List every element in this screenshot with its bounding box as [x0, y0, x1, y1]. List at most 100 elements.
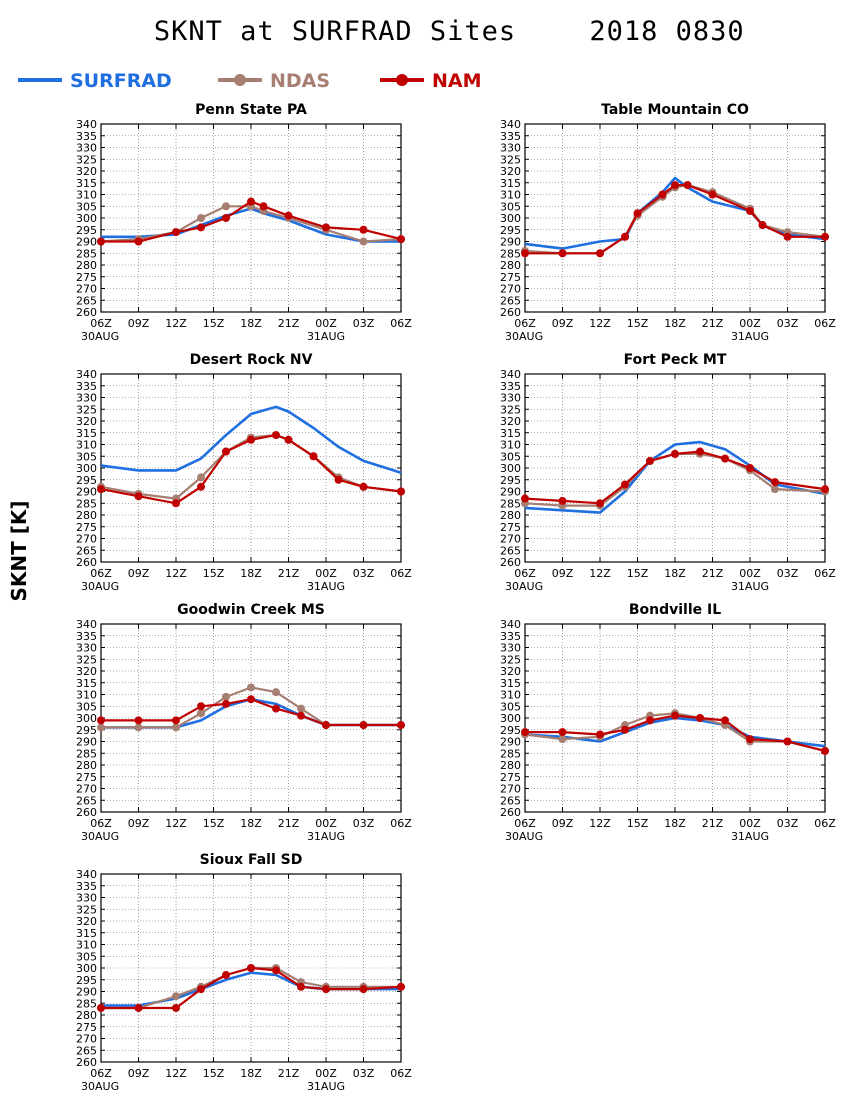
- y-tick-label: 265: [76, 294, 97, 307]
- data-point-nam: [259, 202, 268, 211]
- x-tick-label: 06Z: [390, 817, 412, 830]
- data-point-ndas: [97, 723, 105, 732]
- data-point-nam: [222, 447, 230, 456]
- x-tick-label: 12Z: [165, 567, 187, 580]
- y-tick-label: 280: [76, 259, 97, 272]
- x-date-label: 31AUG: [731, 580, 769, 593]
- data-point-nam: [596, 499, 604, 508]
- y-tick-label: 315: [500, 677, 521, 690]
- y-tick-label: 315: [500, 177, 521, 190]
- y-tick-label: 275: [76, 271, 97, 284]
- panel-2: Desert Rock NV26026527027528028529029530…: [76, 352, 412, 593]
- x-tick-label: 03Z: [777, 817, 799, 830]
- y-tick-label: 310: [76, 189, 97, 202]
- x-tick-label: 09Z: [552, 567, 574, 580]
- y-tick-label: 260: [500, 556, 521, 569]
- y-tick-label: 300: [76, 462, 97, 475]
- data-point-nam: [696, 447, 704, 456]
- x-tick-label: 06Z: [814, 567, 836, 580]
- data-point-nam: [247, 197, 255, 206]
- y-tick-label: 320: [500, 165, 521, 178]
- y-tick-label: 280: [76, 759, 97, 772]
- x-tick-label: 06Z: [390, 1067, 412, 1080]
- x-tick-label: 15Z: [203, 817, 225, 830]
- x-tick-label: 03Z: [353, 317, 375, 330]
- y-tick-label: 280: [500, 509, 521, 522]
- x-tick-label: 18Z: [240, 817, 262, 830]
- y-tick-label: 340: [500, 368, 521, 381]
- x-tick-label: 03Z: [777, 567, 799, 580]
- x-tick-label: 15Z: [627, 567, 649, 580]
- x-tick-label: 12Z: [165, 817, 187, 830]
- y-tick-label: 290: [76, 736, 97, 749]
- data-point-nam: [134, 716, 143, 725]
- data-point-nam: [558, 496, 567, 505]
- data-point-nam: [297, 982, 305, 991]
- y-tick-label: 295: [76, 974, 97, 987]
- data-point-nam: [359, 225, 368, 234]
- y-tick-label: 325: [76, 403, 97, 416]
- x-tick-label: 03Z: [353, 567, 375, 580]
- data-point-nam: [621, 480, 629, 489]
- x-tick-label: 18Z: [240, 1067, 262, 1080]
- y-tick-label: 270: [500, 533, 521, 546]
- legend: SURFRAD NDAS NAM: [18, 70, 482, 92]
- x-tick-label: 03Z: [353, 1067, 375, 1080]
- y-tick-label: 295: [76, 224, 97, 237]
- data-point-nam: [821, 232, 829, 241]
- y-tick-label: 270: [76, 533, 97, 546]
- x-tick-label: 00Z: [315, 817, 337, 830]
- x-tick-label: 03Z: [777, 317, 799, 330]
- data-point-nam: [134, 492, 143, 501]
- x-tick-label: 00Z: [739, 817, 761, 830]
- data-point-nam: [596, 730, 604, 739]
- data-point-nam: [397, 487, 405, 496]
- y-tick-label: 325: [500, 153, 521, 166]
- y-tick-label: 270: [500, 783, 521, 796]
- data-point-nam: [783, 737, 792, 746]
- x-tick-label: 00Z: [315, 317, 337, 330]
- x-tick-label: 06Z: [390, 317, 412, 330]
- data-point-ndas: [172, 992, 180, 1001]
- data-point-nam: [172, 716, 180, 725]
- data-point-ndas: [272, 688, 280, 697]
- data-point-nam: [521, 494, 529, 503]
- x-tick-label: 15Z: [627, 317, 649, 330]
- panel-title: Desert Rock NV: [190, 352, 313, 368]
- data-point-nam: [397, 982, 405, 991]
- y-tick-label: 340: [76, 868, 97, 881]
- data-point-nam: [721, 716, 729, 725]
- y-tick-label: 300: [76, 962, 97, 975]
- x-tick-label: 09Z: [552, 817, 574, 830]
- x-tick-label: 06Z: [390, 567, 412, 580]
- y-tick-label: 300: [76, 712, 97, 725]
- data-point-nam: [783, 232, 792, 241]
- data-point-nam: [134, 1003, 143, 1012]
- x-tick-label: 15Z: [203, 317, 225, 330]
- y-tick-label: 325: [500, 403, 521, 416]
- panel-title: Fort Peck MT: [624, 352, 727, 368]
- y-tick-label: 325: [76, 903, 97, 916]
- y-tick-label: 260: [500, 806, 521, 819]
- data-point-nam: [633, 209, 642, 218]
- x-tick-label: 00Z: [315, 567, 337, 580]
- x-date-label: 31AUG: [307, 580, 345, 593]
- y-tick-label: 270: [76, 783, 97, 796]
- y-tick-label: 295: [500, 724, 521, 737]
- x-tick-label: 21Z: [702, 817, 724, 830]
- x-tick-label: 09Z: [128, 567, 150, 580]
- data-point-nam: [222, 971, 230, 980]
- y-tick-label: 335: [76, 130, 97, 143]
- data-point-nam: [197, 985, 205, 994]
- x-tick-label: 15Z: [203, 1067, 225, 1080]
- x-date-label: 30AUG: [81, 1080, 119, 1093]
- data-point-ndas: [197, 709, 205, 718]
- data-point-ndas: [359, 237, 368, 246]
- data-point-nam: [746, 206, 754, 215]
- series-line-nam: [524, 450, 826, 505]
- y-tick-label: 320: [76, 165, 97, 178]
- panel-title: Table Mountain CO: [601, 102, 749, 118]
- data-point-nam: [359, 721, 368, 730]
- y-tick-label: 340: [76, 118, 97, 131]
- panel-4: Goodwin Creek MS 260265270275280285290295…: [76, 602, 412, 843]
